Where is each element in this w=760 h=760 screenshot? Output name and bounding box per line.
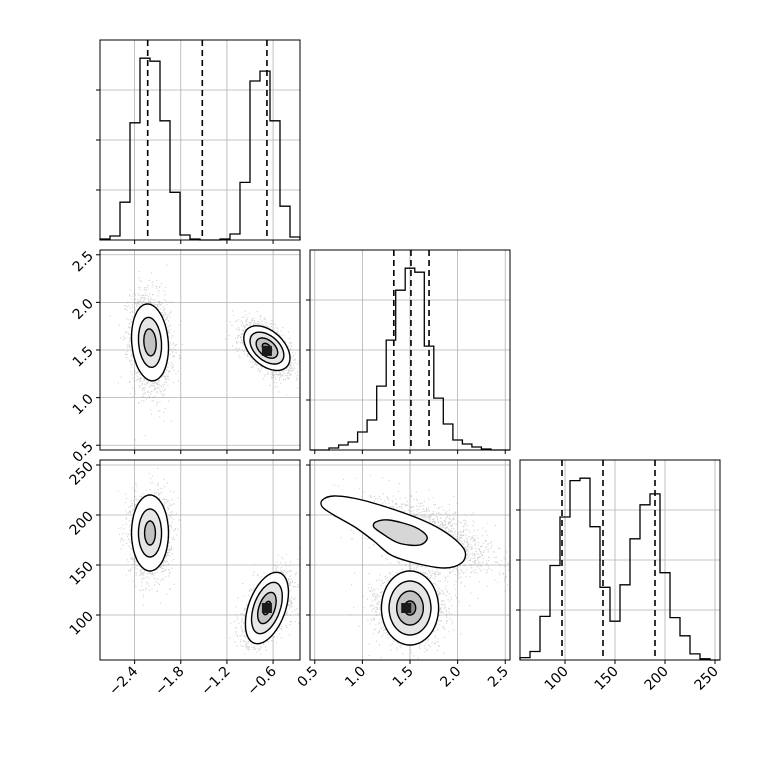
- y-tick-label: 1.5: [70, 344, 97, 371]
- y-tick-label: 150: [67, 559, 97, 589]
- x-tick-label: 2.0: [437, 664, 464, 691]
- scatter-panel-0-1: 0.51.01.52.02.5: [70, 248, 301, 466]
- y-tick-label: 200: [67, 509, 97, 539]
- x-tick-label: 250: [692, 664, 722, 694]
- x-tick-label: −1.8: [152, 664, 187, 699]
- x-tick-label: 1.5: [390, 664, 417, 691]
- histogram-step: [99, 57, 301, 241]
- density-layer: [320, 474, 510, 660]
- histogram-panel-0: [96, 39, 301, 244]
- contour-inner: [372, 519, 428, 547]
- x-tick-label: 0.5: [295, 664, 322, 691]
- scatter-panel-0-2: −2.4 −1.8 −1.2 −0.6 100 150 200 250: [67, 459, 301, 699]
- y-tick-label: 2.5: [70, 248, 97, 275]
- x-tick-label: 1.0: [342, 664, 369, 691]
- contour-level: [143, 328, 157, 357]
- histogram-panel-1: [306, 249, 511, 454]
- x-tick-label: −0.6: [245, 663, 280, 698]
- panel-frame: [519, 459, 721, 661]
- panels-layer: 100 150 200 250 0.5 1.0 1.5 2.0 2.5 −2.4 −1.8 −1.2−…: [67, 39, 722, 699]
- x-tick-label: 100: [542, 664, 572, 694]
- y-tick-label: 1.0: [70, 391, 97, 418]
- x-tick-label: −2.4: [106, 663, 141, 698]
- panel-frame: [99, 39, 301, 241]
- density-layer: [109, 264, 300, 441]
- x-tick-label: −1.2: [198, 664, 233, 699]
- histogram-step: [519, 477, 720, 661]
- x-tick-label: 200: [642, 664, 672, 694]
- panel-frame: [99, 459, 301, 661]
- x-tick-label: 2.5: [485, 664, 512, 691]
- x-tick-label: 150: [592, 664, 622, 694]
- scatter-panel-1-2: 0.5 1.0 1.5 2.0 2.5: [295, 459, 512, 691]
- histogram-panel-2: 100 150 200 250: [516, 459, 722, 694]
- contour-level: [143, 520, 157, 546]
- density-layer: [117, 467, 300, 660]
- y-tick-label: 100: [67, 609, 97, 639]
- density-peak: [261, 345, 272, 356]
- y-tick-label: 2.0: [70, 296, 97, 323]
- histogram-step: [310, 267, 510, 451]
- y-tick-label: 250: [67, 459, 97, 489]
- density-peak: [261, 603, 272, 613]
- density-peak: [401, 603, 412, 613]
